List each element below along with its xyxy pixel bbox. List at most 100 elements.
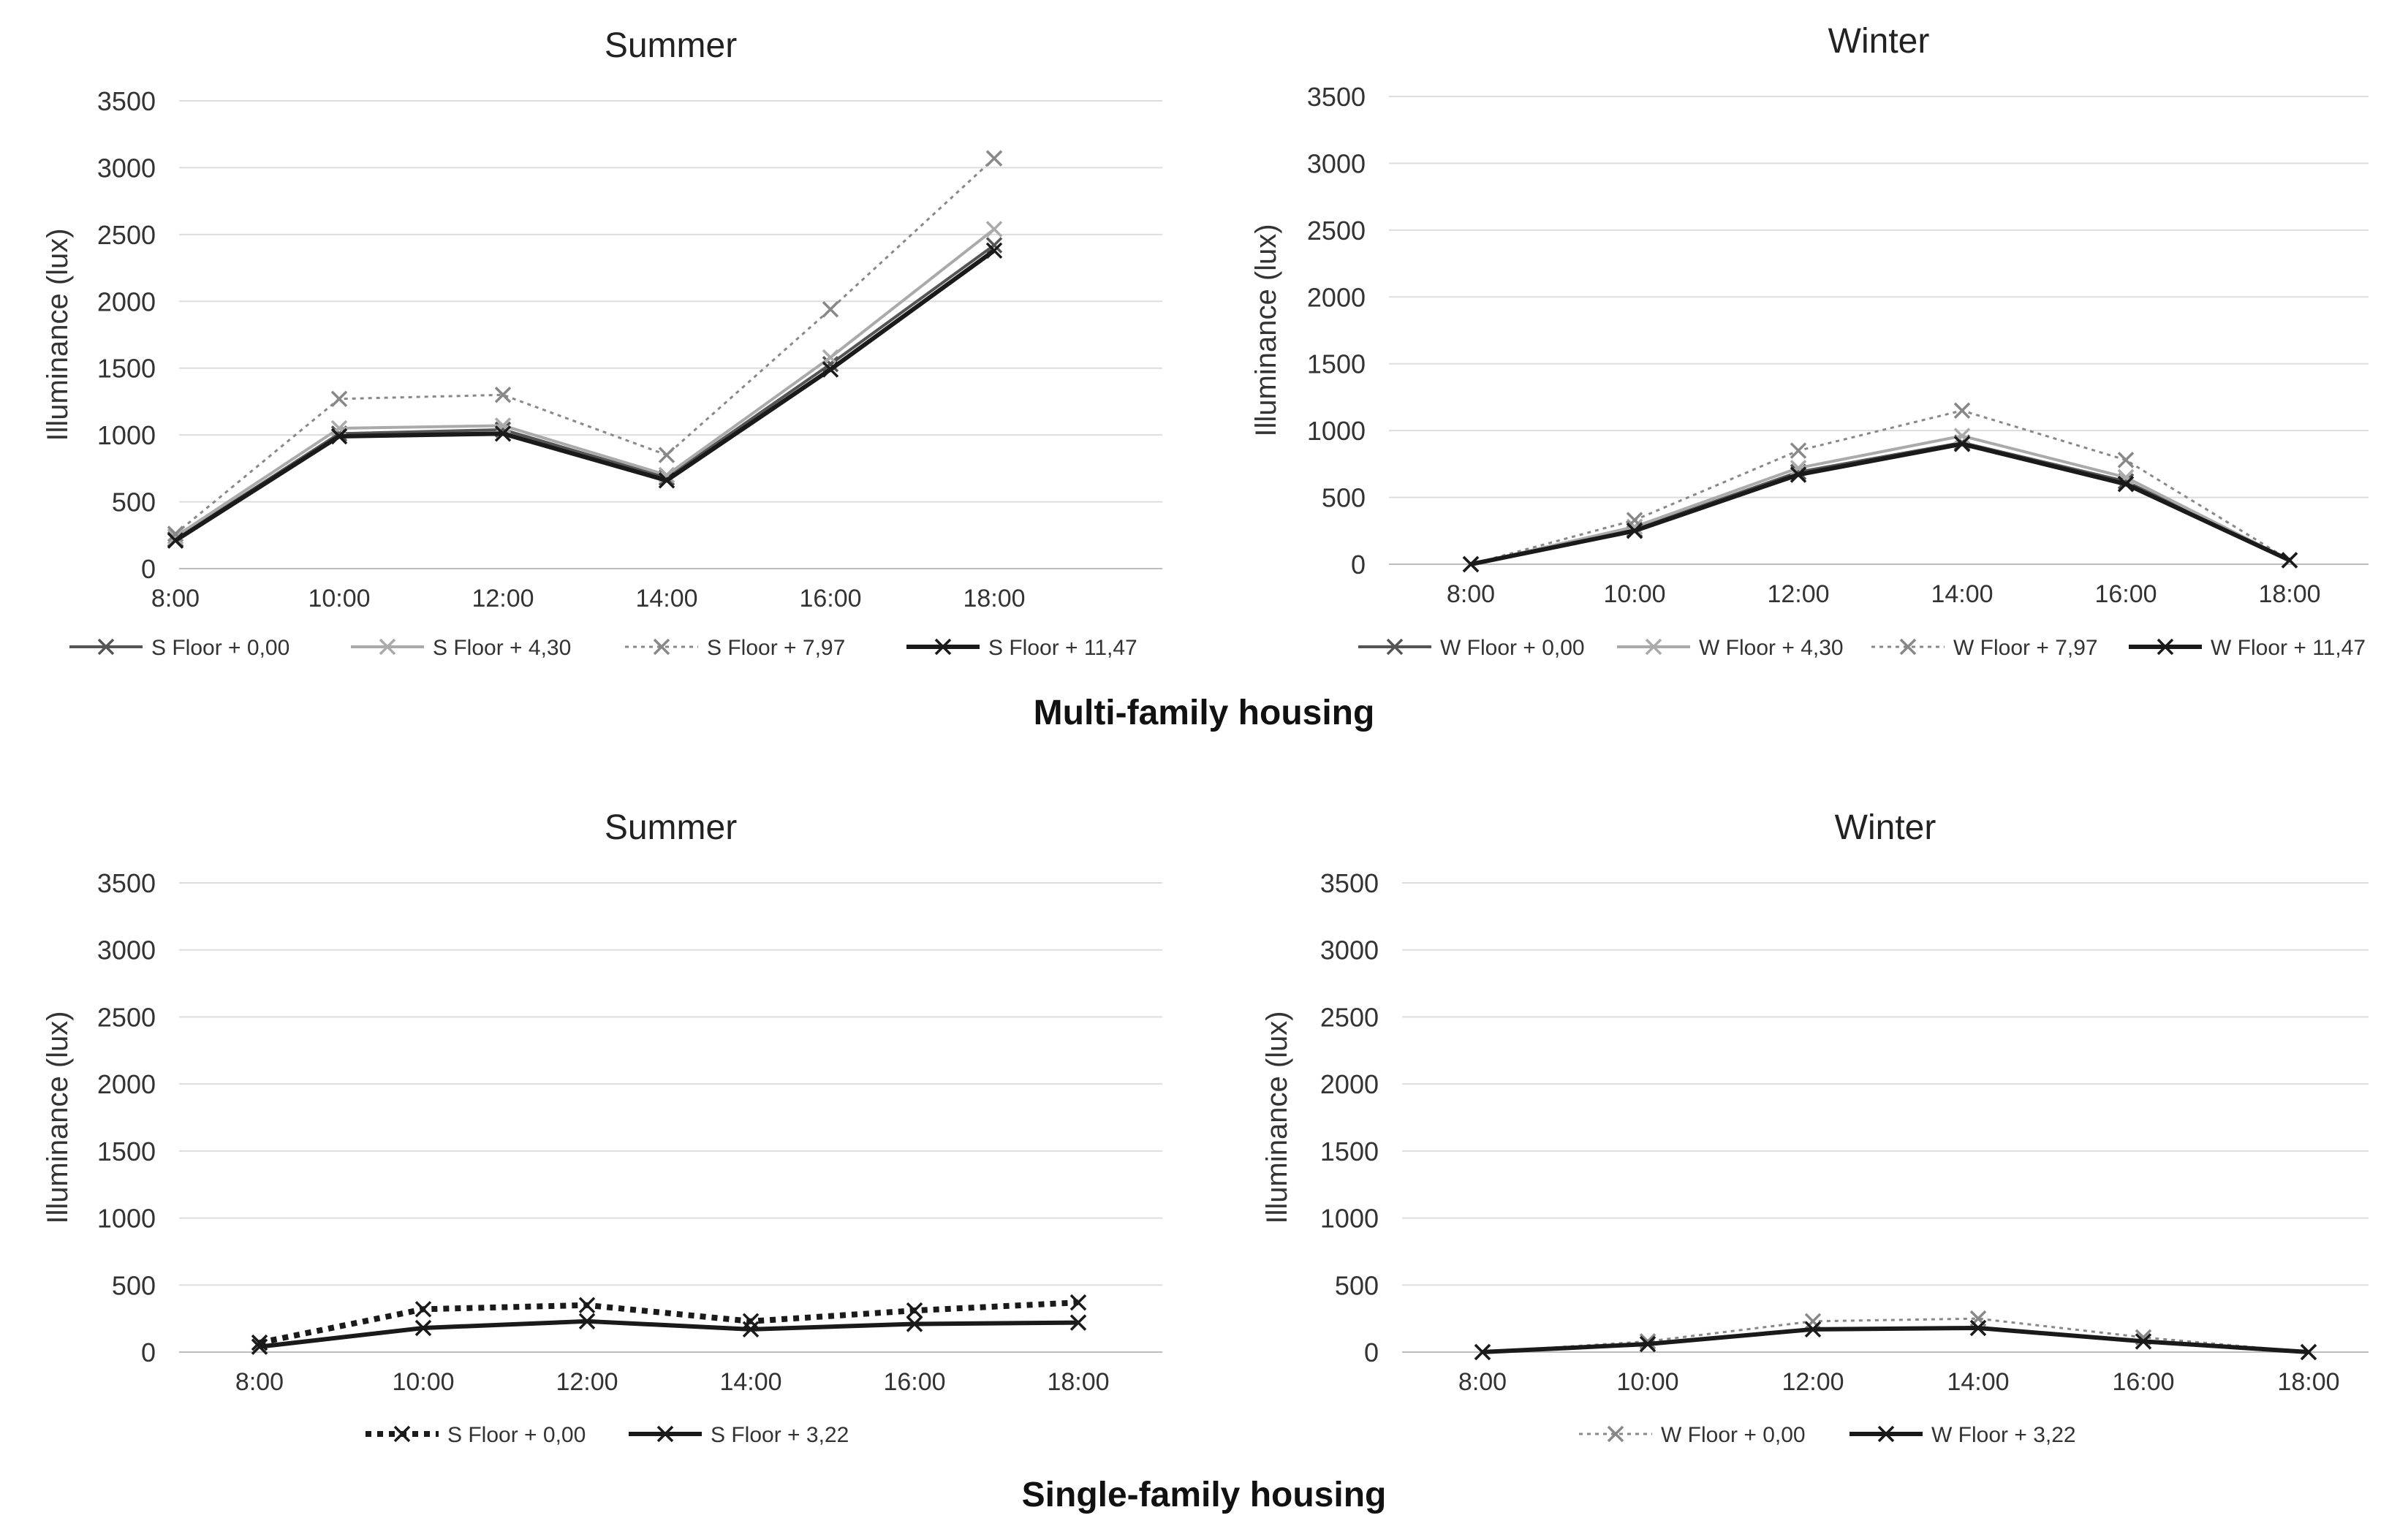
legend-entry: S Floor + 11,47 bbox=[906, 636, 1137, 660]
legend-marker bbox=[653, 638, 670, 656]
y-tick-label: 1500 bbox=[1320, 1136, 1379, 1166]
legend-label: S Floor + 4,30 bbox=[433, 636, 571, 660]
y-axis-label: Illuminance (lux) bbox=[1261, 1011, 1293, 1223]
series-line bbox=[174, 243, 996, 541]
data-point bbox=[1790, 442, 1807, 459]
chart-single-winter: Winter 0 500 1000 1500 2000 2500 3000 3500 Illumi… bbox=[1261, 808, 2369, 1447]
y-tick-label: 3500 bbox=[1320, 868, 1379, 898]
x-tick-label: 12:00 bbox=[1767, 580, 1829, 608]
data-point bbox=[2281, 552, 2298, 569]
data-point bbox=[1069, 1294, 1087, 1311]
x-tick-label: 16:00 bbox=[799, 585, 861, 612]
chart-multi-winter: Winter 0 500 1000 1500 2000 2500 3000 3500 Illumi… bbox=[1250, 22, 2369, 660]
y-tick-label: 2000 bbox=[1320, 1069, 1379, 1099]
x-tick-label: 18:00 bbox=[2258, 580, 2320, 608]
series-line bbox=[259, 1299, 1079, 1346]
chart-title: Summer bbox=[605, 808, 737, 847]
data-point bbox=[1626, 523, 1643, 539]
legend-marker bbox=[97, 638, 115, 656]
y-axis-label: Illuminance (lux) bbox=[1250, 224, 1282, 436]
legend-entry: S Floor + 4,30 bbox=[351, 636, 571, 660]
y-tick-label: 0 bbox=[141, 554, 156, 584]
y-tick-label: 2000 bbox=[97, 1069, 156, 1099]
x-tick-label: 14:00 bbox=[1947, 1368, 2009, 1396]
data-point bbox=[658, 447, 675, 463]
y-tick-label: 0 bbox=[141, 1337, 156, 1367]
series-line bbox=[174, 248, 996, 543]
legend-entry: S Floor + 0,00 bbox=[69, 636, 289, 660]
data-point bbox=[822, 301, 839, 318]
y-tick-label: 2500 bbox=[1307, 216, 1366, 246]
data-point bbox=[985, 242, 1003, 259]
legend-entry: S Floor + 3,22 bbox=[629, 1423, 849, 1447]
x-tick-label: 8:00 bbox=[1447, 580, 1495, 608]
y-tick-label: 1000 bbox=[97, 1204, 156, 1234]
y-tick-label: 1500 bbox=[1307, 349, 1366, 379]
group-caption-multi-family: Multi-family housing bbox=[1033, 694, 1375, 732]
x-tick-label: 12:00 bbox=[556, 1368, 618, 1396]
y-tick-label: 3500 bbox=[97, 86, 156, 116]
data-point bbox=[822, 361, 839, 378]
series-line bbox=[174, 227, 996, 538]
y-tick-label: 500 bbox=[112, 1270, 156, 1300]
x-tick-label: 18:00 bbox=[1047, 1368, 1109, 1396]
data-point bbox=[1969, 1319, 1987, 1337]
y-axis-label: Illuminance (lux) bbox=[42, 228, 74, 441]
data-point bbox=[578, 1297, 596, 1314]
y-tick-label: 2000 bbox=[97, 286, 156, 316]
y-axis-label: Illuminance (lux) bbox=[42, 1011, 74, 1223]
data-point bbox=[1069, 1314, 1087, 1331]
legend-entry: W Floor + 0,00 bbox=[1579, 1423, 1806, 1447]
data-point bbox=[985, 237, 1003, 254]
data-point bbox=[1953, 402, 1971, 419]
x-tick-label: 10:00 bbox=[392, 1368, 454, 1396]
legend-entry: S Floor + 7,97 bbox=[625, 636, 845, 660]
y-tick-label: 500 bbox=[1322, 483, 1366, 513]
legend-label: W Floor + 3,22 bbox=[1931, 1423, 2076, 1447]
y-tick-label: 3000 bbox=[97, 936, 156, 965]
data-point bbox=[2117, 452, 2135, 468]
data-point bbox=[1474, 1343, 1491, 1361]
legend-marker bbox=[1607, 1425, 1624, 1443]
y-tick-label: 1500 bbox=[97, 354, 156, 384]
series-line bbox=[1482, 1317, 2309, 1354]
legend-entry: W Floor + 11,47 bbox=[2129, 636, 2366, 660]
series-line bbox=[259, 1318, 1079, 1349]
legend-label: W Floor + 0,00 bbox=[1661, 1423, 1806, 1447]
legend-marker bbox=[379, 638, 396, 656]
y-tick-label: 0 bbox=[1351, 550, 1366, 580]
y-tick-label: 2500 bbox=[1320, 1002, 1379, 1032]
data-point bbox=[1804, 1321, 1822, 1338]
y-tick-label: 500 bbox=[1335, 1270, 1379, 1300]
legend-marker bbox=[1645, 638, 1662, 656]
x-tick-label: 8:00 bbox=[235, 1368, 284, 1396]
data-point bbox=[330, 390, 348, 408]
x-tick-label: 10:00 bbox=[308, 585, 370, 612]
legend-entry: W Floor + 3,22 bbox=[1849, 1423, 2076, 1447]
data-point bbox=[167, 532, 184, 549]
legend-label: S Floor + 3,22 bbox=[711, 1423, 849, 1447]
y-tick-label: 3000 bbox=[97, 153, 156, 183]
data-point bbox=[1953, 436, 1971, 452]
series-line bbox=[1482, 1325, 2309, 1354]
legend-label: W Floor + 11,47 bbox=[2211, 636, 2366, 660]
data-point bbox=[1790, 466, 1807, 483]
data-point bbox=[494, 387, 512, 403]
legend-marker bbox=[393, 1425, 411, 1443]
legend-label: S Floor + 0,00 bbox=[151, 636, 289, 660]
x-tick-label: 10:00 bbox=[1616, 1368, 1678, 1396]
y-tick-label: 3000 bbox=[1307, 148, 1366, 178]
x-tick-label: 16:00 bbox=[2112, 1368, 2174, 1396]
legend-label: W Floor + 4,30 bbox=[1699, 636, 1844, 660]
data-point bbox=[2117, 476, 2135, 493]
data-point bbox=[494, 425, 512, 442]
series-line bbox=[175, 157, 996, 535]
legend-label: W Floor + 7,97 bbox=[1953, 636, 2098, 660]
data-point bbox=[578, 1313, 596, 1330]
legend-marker bbox=[1386, 638, 1404, 656]
series-line bbox=[1470, 409, 2290, 566]
y-tick-label: 2500 bbox=[97, 1002, 156, 1032]
data-point bbox=[822, 349, 839, 366]
data-point bbox=[1804, 1313, 1822, 1330]
